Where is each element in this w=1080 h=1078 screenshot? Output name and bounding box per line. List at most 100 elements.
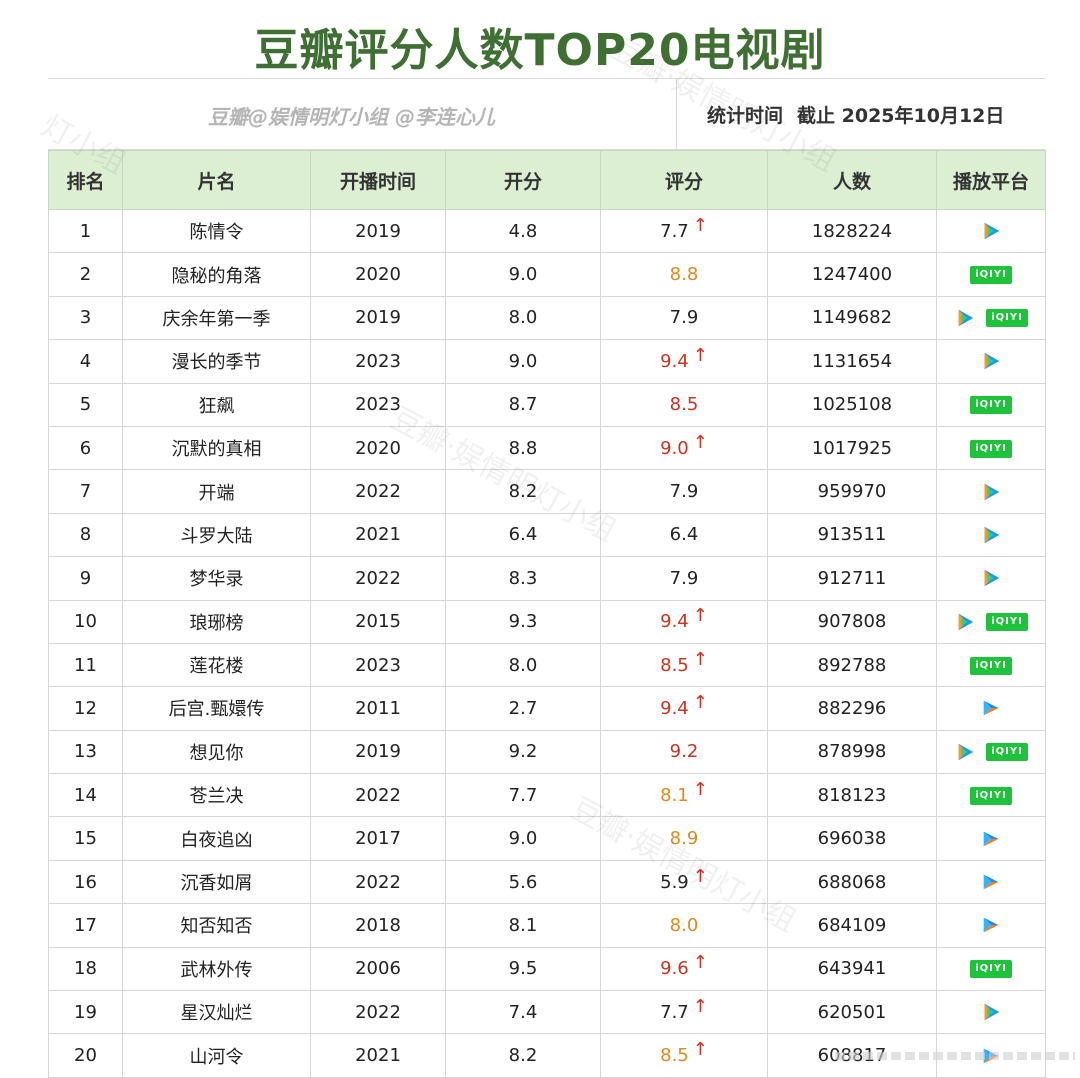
- youku-icon: [980, 914, 1002, 936]
- cell-rank: 17: [48, 903, 123, 948]
- iqiyi-icon: iQIYI: [970, 786, 1012, 805]
- cell-title: 沉香如屑: [122, 859, 311, 905]
- cell-score: 7.9: [600, 469, 768, 514]
- cell-count: 1828224: [767, 208, 937, 254]
- score-value: 5.9: [660, 871, 689, 893]
- cell-count: 882296: [767, 686, 937, 731]
- cell-title: 莲花楼: [122, 642, 311, 688]
- cell-title: 狂飙: [122, 382, 311, 427]
- column-header-rank: 排名: [48, 150, 123, 210]
- cell-title: 沉默的真相: [122, 425, 311, 471]
- up-arrow-icon: ↑: [692, 214, 708, 236]
- score-value: 8.9: [669, 828, 699, 850]
- iqiyi-icon: iQIYI: [986, 742, 1028, 761]
- cell-rank: 3: [48, 295, 123, 341]
- cell-platform: [936, 469, 1046, 514]
- cell-open-score: 8.7: [445, 382, 601, 427]
- tencent-video-icon: [980, 524, 1002, 546]
- cell-score: 9.4 ↑: [600, 339, 768, 384]
- score-value: 7.9: [669, 481, 699, 503]
- score-value: 6.4: [669, 524, 699, 546]
- cell-platform: iQIYI: [936, 729, 1046, 775]
- cell-year: 2018: [310, 903, 446, 948]
- cell-score: 5.9 ↑: [600, 859, 768, 905]
- iqiyi-icon: iQIYI: [970, 266, 1012, 285]
- cell-title: 苍兰决: [122, 773, 311, 818]
- cell-rank: 6: [48, 425, 123, 471]
- cell-score: 6.4: [600, 512, 768, 558]
- cell-title: 陈情令: [122, 208, 311, 254]
- table-row: 17 知否知否 2018 8.1 8.0 684109: [48, 903, 1046, 948]
- score-value: 8.0: [669, 914, 699, 936]
- up-arrow-icon: ↑: [692, 1039, 708, 1061]
- cell-year: 2017: [310, 816, 446, 861]
- iqiyi-icon: iQIYI: [970, 396, 1012, 415]
- cell-open-score: 8.0: [445, 642, 601, 688]
- score-value: 9.4: [660, 697, 689, 719]
- cell-title: 武林外传: [122, 946, 311, 992]
- cell-year: 2022: [310, 990, 446, 1035]
- cell-year: 2023: [310, 339, 446, 384]
- table-row: 4 漫长的季节 2023 9.0 9.4 ↑ 1131654: [48, 339, 1046, 384]
- cell-rank: 14: [48, 773, 123, 818]
- up-arrow-icon: ↑: [692, 691, 708, 713]
- cell-open-score: 8.0: [445, 295, 601, 341]
- score-value: 9.2: [669, 741, 699, 763]
- score-value: 7.7: [660, 1001, 689, 1023]
- cell-score: 8.5 ↑: [600, 1033, 768, 1078]
- cell-year: 2020: [310, 252, 446, 297]
- table-row: 9 梦华录 2022 8.3 7.9 912711: [48, 556, 1046, 601]
- table-row: 13 想见你 2019 9.2 9.2 878998 iQIYI: [48, 729, 1046, 775]
- cell-rank: 2: [48, 252, 123, 297]
- cell-score: 8.0: [600, 903, 768, 948]
- cell-title: 梦华录: [122, 556, 311, 601]
- cell-rank: 5: [48, 382, 123, 427]
- cell-title: 白夜追凶: [122, 816, 311, 861]
- cell-platform: [936, 903, 1046, 948]
- cell-title: 知否知否: [122, 903, 311, 948]
- cell-count: 912711: [767, 556, 937, 601]
- cell-platform: [936, 816, 1046, 861]
- subtitle-bar: 豆瓣@娱情明灯小组 @李连心儿 统计时间 截止 2025年10月12日: [48, 78, 1045, 150]
- table-row: 19 星汉灿烂 2022 7.4 7.7 ↑ 620501: [48, 990, 1046, 1035]
- table-row: 12 后宫.甄嬛传 2011 2.7 9.4 ↑ 882296: [48, 686, 1046, 731]
- cell-score: 9.6 ↑: [600, 946, 768, 992]
- cell-platform: [936, 686, 1046, 731]
- cell-title: 山河令: [122, 1033, 311, 1078]
- cell-year: 2022: [310, 556, 446, 601]
- table-row: 7 开端 2022 8.2 7.9 959970: [48, 469, 1046, 514]
- cell-rank: 4: [48, 339, 123, 384]
- tencent-video-icon: [954, 741, 976, 763]
- cell-open-score: 6.4: [445, 512, 601, 558]
- cell-open-score: 9.5: [445, 946, 601, 992]
- youku-icon: [980, 828, 1002, 850]
- table-row: 5 狂飙 2023 8.7 8.5 1025108 iQIYI: [48, 382, 1046, 427]
- cell-open-score: 9.0: [445, 252, 601, 297]
- cell-rank: 10: [48, 599, 123, 644]
- score-value: 8.5: [660, 654, 689, 676]
- cell-year: 2021: [310, 1033, 446, 1078]
- score-value: 9.4: [660, 611, 689, 633]
- score-value: 9.0: [660, 437, 689, 459]
- table-row: 15 白夜追凶 2017 9.0 8.9 696038: [48, 816, 1046, 861]
- cell-title: 开端: [122, 469, 311, 514]
- page-title: 豆瓣评分人数TOP20电视剧: [254, 25, 826, 76]
- cell-open-score: 9.2: [445, 729, 601, 775]
- cell-rank: 7: [48, 469, 123, 514]
- cell-open-score: 2.7: [445, 686, 601, 731]
- cell-title: 漫长的季节: [122, 339, 311, 384]
- cell-year: 2022: [310, 859, 446, 905]
- up-arrow-icon: ↑: [692, 431, 708, 453]
- cell-title: 星汉灿烂: [122, 990, 311, 1035]
- score-value: 7.9: [669, 307, 699, 329]
- cell-platform: iQIYI: [936, 252, 1046, 297]
- cell-open-score: 8.1: [445, 903, 601, 948]
- cell-title: 隐秘的角落: [122, 252, 311, 297]
- column-header-year: 开播时间: [310, 150, 446, 210]
- cell-year: 2019: [310, 208, 446, 254]
- cell-rank: 9: [48, 556, 123, 601]
- tencent-video-icon: [980, 481, 1002, 503]
- youku-icon: [980, 871, 1002, 893]
- cell-open-score: 4.8: [445, 208, 601, 254]
- table-row: 2 隐秘的角落 2020 9.0 8.8 1247400 iQIYI: [48, 252, 1046, 297]
